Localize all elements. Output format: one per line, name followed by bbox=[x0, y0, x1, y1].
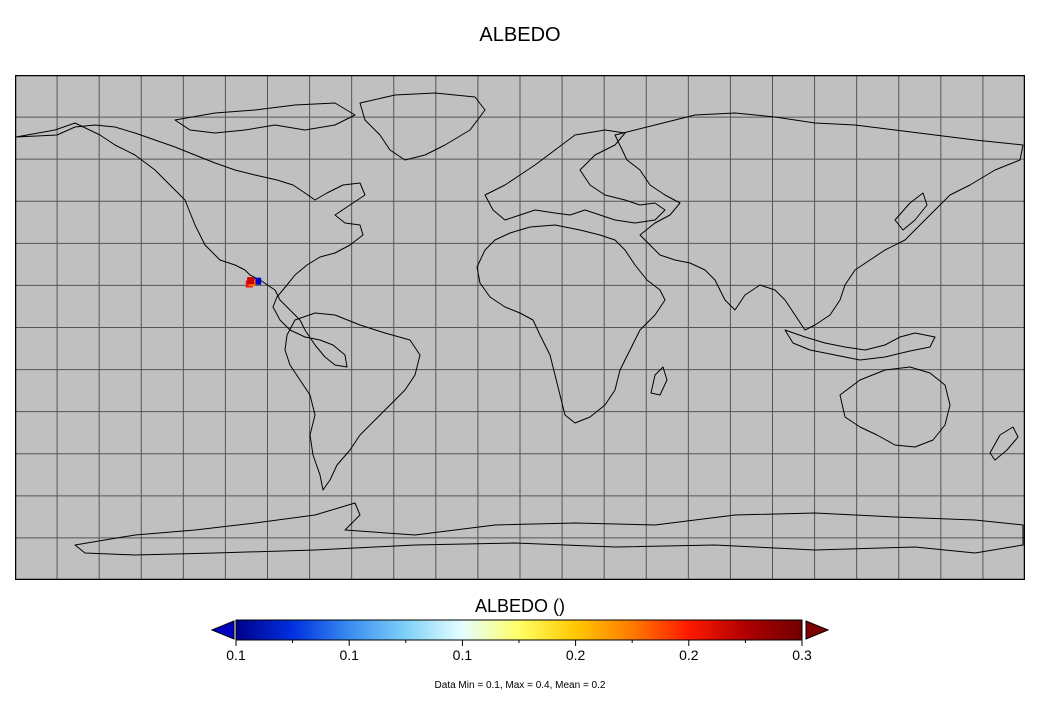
colorbar-tick-label: 0.3 bbox=[792, 647, 812, 663]
coastline-australia bbox=[839, 366, 951, 448]
colorbar-under-arrow bbox=[210, 620, 235, 640]
colorbar-tick-label: 0.2 bbox=[566, 647, 586, 663]
colorbar-tick-label: 0.1 bbox=[453, 647, 473, 663]
colorbar-tick-label: 0.1 bbox=[226, 647, 246, 663]
colorbar: 0.1 0.1 0.1 0.2 0.2 0.3 bbox=[210, 619, 830, 663]
world-map bbox=[15, 75, 1025, 580]
coastline-new-zealand bbox=[989, 426, 1019, 461]
coastline-europe bbox=[484, 129, 666, 224]
colorbar-tick-label: 0.1 bbox=[339, 647, 359, 663]
colorbar-over-arrow bbox=[805, 620, 830, 640]
coastline-madagascar bbox=[650, 366, 668, 396]
data-patches bbox=[245, 277, 262, 288]
coastline-south-america bbox=[284, 312, 421, 491]
coastline-antarctica bbox=[74, 502, 1024, 556]
colorbar-tick-label: 0.2 bbox=[679, 647, 699, 663]
map-frame bbox=[15, 75, 1025, 580]
coastline-arctic-islands bbox=[174, 102, 356, 134]
albedo-patch-low bbox=[254, 277, 262, 285]
coastlines bbox=[15, 92, 1024, 556]
data-stats: Data Min = 0.1, Max = 0.4, Mean = 0.2 bbox=[434, 680, 606, 691]
coastline-japan bbox=[894, 192, 928, 231]
coastline-asia bbox=[614, 112, 1024, 331]
colorbar-ticks: 0.1 0.1 0.1 0.2 0.2 0.3 bbox=[226, 640, 812, 663]
coastline-greenland bbox=[359, 92, 486, 161]
coastline-africa bbox=[476, 224, 666, 424]
colorbar-title: ALBEDO () bbox=[474, 596, 566, 616]
coastline-indonesia bbox=[784, 329, 936, 361]
map-title: ALBEDO bbox=[479, 24, 561, 46]
coastline-north-america bbox=[15, 122, 366, 368]
albedo-patch-high-3 bbox=[247, 277, 255, 285]
colorbar-gradient bbox=[235, 619, 803, 641]
